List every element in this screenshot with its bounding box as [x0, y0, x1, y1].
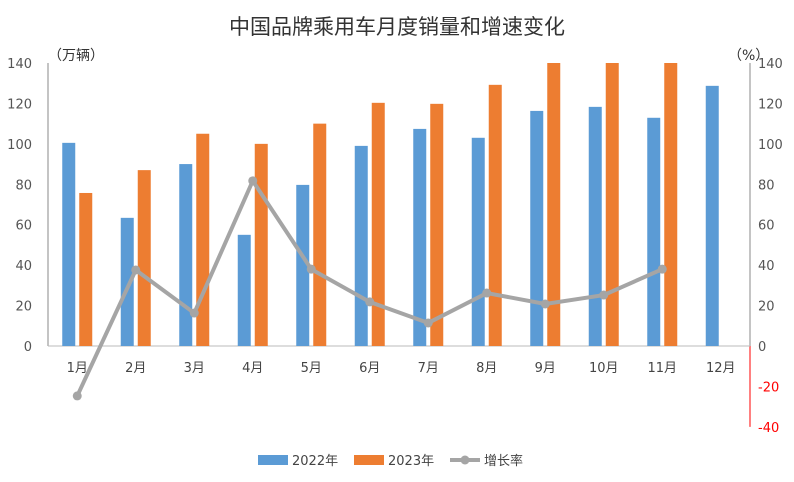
x-tick-label: 7月: [418, 361, 439, 376]
x-tick-label: 4月: [242, 361, 263, 376]
bar-2022年: [471, 137, 485, 346]
bar-2022年: [413, 128, 427, 346]
bar-2022年: [530, 110, 544, 346]
bar-2023年: [313, 123, 327, 347]
right-tick-label: -20: [758, 380, 779, 395]
right-tick-label: 120: [758, 97, 783, 112]
line-point: [657, 264, 667, 274]
bar-2023年: [488, 84, 502, 347]
x-tick-label: 9月: [535, 361, 556, 376]
bar-2022年: [647, 117, 661, 346]
x-tick-label: 3月: [184, 361, 205, 376]
legend-swatch: [354, 455, 384, 465]
right-tick-label: 80: [758, 178, 775, 193]
bar-2022年: [354, 145, 368, 346]
bar-2023年: [664, 63, 678, 346]
x-tick-label: 2月: [125, 361, 146, 376]
x-tick-label: 1月: [67, 361, 88, 376]
legend-label: 2023年: [388, 454, 434, 469]
left-tick-label: 120: [7, 97, 32, 112]
right-tick-label: -40: [758, 421, 779, 436]
line-point: [482, 288, 492, 298]
right-tick-label: 0: [758, 340, 766, 355]
bar-2022年: [588, 106, 602, 347]
line-point: [131, 265, 141, 275]
right-tick-label: 20: [758, 300, 775, 315]
bar-2022年: [62, 142, 76, 346]
bar-2023年: [430, 103, 444, 346]
line-point: [365, 297, 375, 307]
x-tick-label: 11月: [647, 361, 677, 376]
x-tick-label: 6月: [359, 361, 380, 376]
line-point: [540, 299, 550, 309]
x-tick-label: 8月: [476, 361, 497, 376]
right-tick-label: 60: [758, 219, 775, 234]
bar-2023年: [371, 102, 385, 346]
x-tick-label: 10月: [589, 361, 619, 376]
left-tick-label: 100: [7, 138, 32, 153]
legend-label: 增长率: [484, 453, 523, 469]
bar-2023年: [79, 192, 93, 346]
bar-2023年: [605, 63, 619, 346]
x-tick-label: 12月: [706, 361, 736, 376]
line-point: [72, 391, 82, 401]
line-point: [599, 290, 609, 300]
bar-2023年: [196, 133, 210, 346]
line-point: [189, 308, 199, 318]
bar-2022年: [120, 217, 134, 346]
legend-swatch: [258, 455, 288, 465]
bar-2023年: [254, 143, 268, 346]
right-tick-label: 100: [758, 138, 783, 153]
left-tick-label: 20: [15, 300, 32, 315]
line-point: [306, 264, 316, 274]
left-tick-label: 60: [15, 219, 32, 234]
legend-label: 2022年: [292, 454, 338, 469]
left-tick-label: 140: [7, 57, 32, 72]
bar-2022年: [179, 164, 193, 346]
right-axis-unit: （%）: [728, 48, 769, 64]
left-axis-unit: （万辆）: [48, 48, 104, 64]
left-tick-label: 40: [15, 259, 32, 274]
left-tick-label: 80: [15, 178, 32, 193]
x-tick-label: 5月: [301, 361, 322, 376]
bar-2022年: [296, 184, 310, 346]
line-point: [248, 176, 258, 186]
left-tick-label: 0: [24, 340, 32, 355]
bar-2023年: [137, 170, 151, 346]
chart-title: 中国品牌乘用车月度销量和增速变化: [229, 15, 565, 39]
line-point: [423, 318, 433, 328]
right-tick-label: 40: [758, 259, 775, 274]
bar-2022年: [705, 85, 719, 347]
bar-2023年: [547, 63, 561, 346]
bar-2022年: [237, 234, 251, 346]
legend-marker: [460, 455, 470, 465]
right-tick-label: 140: [758, 57, 783, 72]
